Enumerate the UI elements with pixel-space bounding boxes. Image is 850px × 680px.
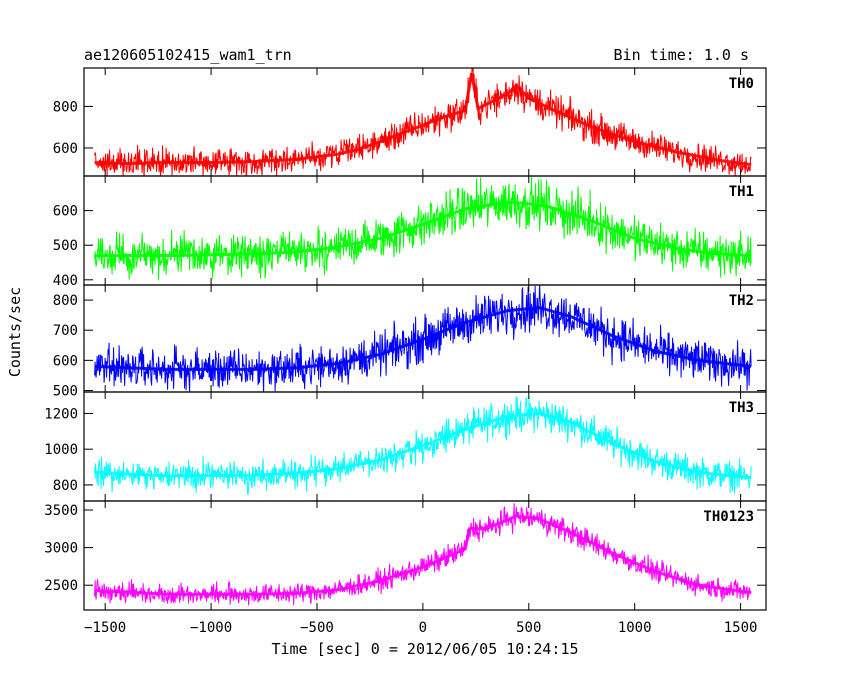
series-line-th0123 — [94, 503, 752, 606]
x-axis-label: Time [sec] 0 = 2012/06/05 10:24:15 — [271, 640, 578, 658]
panel-th0: TH0 600 800 — [53, 67, 767, 177]
series-trend-th1 — [94, 200, 752, 258]
chart-title: ae120605102415_wam1_trn — [84, 46, 292, 64]
y-tick-label: 800 — [53, 293, 78, 309]
y-tick-label: 700 — [53, 323, 78, 339]
y-tick-label: 1200 — [44, 406, 78, 422]
series-trend-th3 — [94, 411, 752, 480]
panel-th3: TH3 800 1000 1200 — [44, 391, 767, 502]
series-trend-th2 — [94, 306, 752, 371]
series-line-th2 — [94, 285, 752, 392]
panels-group: TH0 600 800 TH1 400 500 600 TH2 500 600 700 800 TH3 8… — [44, 67, 767, 636]
y-tick-label: 3000 — [44, 541, 78, 557]
series-line-th1 — [94, 176, 752, 281]
x-tick-label: 500 — [516, 620, 541, 636]
panel-label: TH0123 — [703, 509, 754, 525]
panel-label: TH1 — [729, 184, 754, 200]
y-tick-label: 1000 — [44, 442, 78, 458]
y-tick-label: 500 — [53, 383, 78, 399]
x-tick-label: 0 — [419, 620, 427, 636]
y-tick-label: 600 — [53, 353, 78, 369]
panel-label: TH0 — [729, 76, 754, 92]
x-tick-label: −1500 — [84, 620, 126, 636]
x-tick-label: −1000 — [190, 620, 232, 636]
y-tick-label: 800 — [53, 478, 78, 494]
panel-th2: TH2 500 600 700 800 — [53, 284, 767, 399]
y-tick-label: 500 — [53, 238, 78, 254]
panel-frame — [83, 500, 767, 611]
y-tick-label: 3500 — [44, 503, 78, 519]
y-tick-label: 2500 — [44, 578, 78, 594]
y-tick-label: 600 — [53, 141, 78, 157]
panel-label: TH3 — [729, 400, 754, 416]
x-tick-label: −500 — [300, 620, 334, 636]
y-tick-label: 400 — [53, 273, 78, 289]
y-axis-label: Counts/sec — [6, 287, 24, 377]
chart-subtitle: Bin time: 1.0 s — [614, 46, 749, 64]
panel-th0123: TH0123 2500 3000 3500 — [44, 500, 767, 611]
series-trend-th0 — [94, 72, 752, 167]
x-tick-label: 1000 — [618, 620, 652, 636]
series-trend-th0123 — [94, 514, 752, 596]
panel-th1: TH1 400 500 600 — [53, 175, 767, 289]
y-tick-label: 600 — [53, 204, 78, 220]
y-tick-label: 800 — [53, 99, 78, 115]
series-line-th3 — [94, 396, 752, 495]
x-tick-label: 1500 — [724, 620, 758, 636]
panel-label: TH2 — [729, 293, 754, 309]
